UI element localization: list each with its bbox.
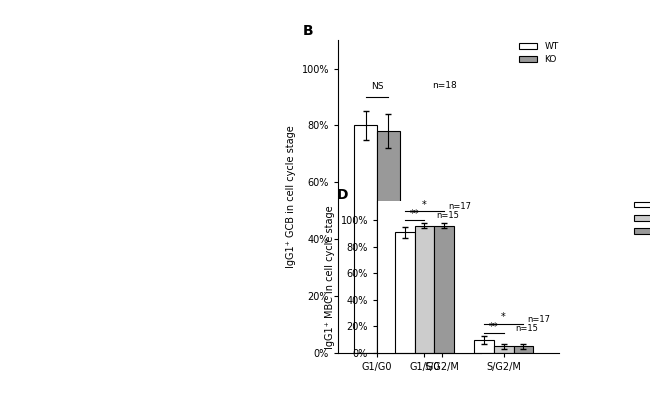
Text: B: B (302, 24, 313, 38)
Bar (514, 346, 533, 353)
Text: n=17: n=17 (448, 202, 471, 211)
Legend: WT CDH17-positive, WT CDH17-negative, KO: WT CDH17-positive, WT CDH17-negative, KO (630, 197, 650, 239)
Bar (377, 131, 400, 353)
Text: D: D (337, 188, 348, 203)
Bar (434, 226, 454, 353)
Text: n=15: n=15 (436, 211, 459, 221)
Bar (395, 232, 415, 353)
Text: **: ** (410, 209, 419, 219)
Bar (474, 340, 494, 353)
Text: NS: NS (370, 82, 383, 91)
Text: **: ** (489, 322, 499, 332)
Bar (354, 126, 377, 353)
Text: n=18: n=18 (455, 252, 480, 261)
Text: n=17: n=17 (527, 315, 551, 324)
Y-axis label: IgG1⁺ MBC in cell cycle stage: IgG1⁺ MBC in cell cycle stage (325, 205, 335, 348)
Bar (442, 299, 465, 353)
Text: n=15: n=15 (515, 324, 538, 333)
Bar (415, 226, 434, 353)
Legend: WT, KO: WT, KO (515, 38, 562, 68)
Bar (494, 346, 514, 353)
Text: *: * (501, 312, 506, 322)
Text: *: * (422, 200, 427, 210)
Y-axis label: IgG1⁺ GCB in cell cycle stage: IgG1⁺ GCB in cell cycle stage (286, 125, 296, 268)
Text: NS: NS (436, 253, 448, 262)
Bar (419, 296, 442, 353)
Text: n=18: n=18 (432, 81, 457, 91)
